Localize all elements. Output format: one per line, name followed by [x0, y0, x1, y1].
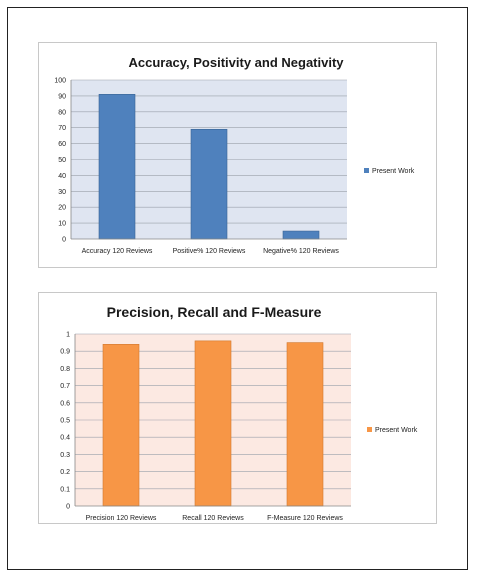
x-tick-label: Recall 120 Reviews [182, 515, 244, 522]
legend: Present Work [367, 427, 418, 434]
y-tick-label: 0 [62, 237, 66, 244]
y-tick-label: 60 [58, 141, 66, 148]
x-tick-label: Accuracy 120 Reviews [82, 248, 153, 255]
precision-chart: Precision, Recall and F-Measure 00.10.20… [60, 304, 418, 522]
bar [190, 128, 228, 240]
x-axis-labels: Accuracy 120 Reviews Positive% 120 Review… [82, 248, 340, 255]
y-tick-label: 40 [58, 173, 66, 180]
y-tick-label: 50 [58, 157, 66, 164]
legend-swatch [367, 427, 372, 432]
bars [98, 94, 320, 240]
legend-label: Present Work [372, 168, 415, 175]
y-tick-label: 30 [58, 189, 66, 196]
y-tick-label: 0.4 [60, 435, 70, 442]
y-tick-label: 10 [58, 221, 66, 228]
y-tick-label: 0.6 [60, 400, 70, 407]
y-axis-ticks: 0 0.1 0.2 0.3 0.4 0.5 0.6 0.7 0.8 0.9 1 [60, 332, 70, 511]
legend-swatch [364, 168, 369, 173]
y-tick-label: 0.3 [60, 452, 70, 459]
legend: Present Work [364, 168, 415, 175]
accuracy-chart: Accuracy, Positivity and Negativity 0 10 2… [54, 55, 415, 255]
chart-title: Precision, Recall and F-Measure [107, 304, 322, 320]
bar [102, 344, 140, 507]
y-tick-label: 100 [54, 78, 66, 85]
legend-label: Present Work [375, 427, 418, 434]
chart-title: Accuracy, Positivity and Negativity [128, 55, 344, 70]
x-axis-labels: Precision 120 Reviews Recall 120 Reviews F… [86, 515, 344, 522]
y-tick-label: 80 [58, 109, 66, 116]
bar [194, 340, 232, 507]
y-tick-label: 0.9 [60, 349, 70, 356]
y-axis-ticks: 0 10 20 30 40 50 60 70 80 90 100 [54, 78, 66, 244]
accuracy-chart-panel: Accuracy, Positivity and Negativity 0 10 2… [38, 42, 437, 268]
x-tick-label: Precision 120 Reviews [86, 515, 157, 522]
y-tick-label: 0.8 [60, 366, 70, 373]
y-tick-label: 0.2 [60, 469, 70, 476]
y-tick-label: 70 [58, 125, 66, 132]
bar [286, 342, 324, 507]
x-tick-label: F-Measure 120 Reviews [267, 515, 343, 522]
bar [98, 94, 136, 240]
x-tick-label: Negative% 120 Reviews [263, 248, 339, 255]
y-tick-label: 0.7 [60, 383, 70, 390]
x-tick-label: Positive% 120 Reviews [173, 248, 246, 255]
y-tick-label: 90 [58, 93, 66, 100]
y-tick-label: 1 [66, 332, 70, 339]
y-tick-label: 0.5 [60, 418, 70, 425]
bar [282, 230, 320, 240]
y-tick-label: 0.1 [60, 486, 70, 493]
bars [102, 340, 324, 507]
y-tick-label: 0 [66, 504, 70, 511]
y-tick-label: 20 [58, 205, 66, 212]
precision-chart-panel: Precision, Recall and F-Measure 0 0.1 0.2 0… [38, 292, 437, 524]
